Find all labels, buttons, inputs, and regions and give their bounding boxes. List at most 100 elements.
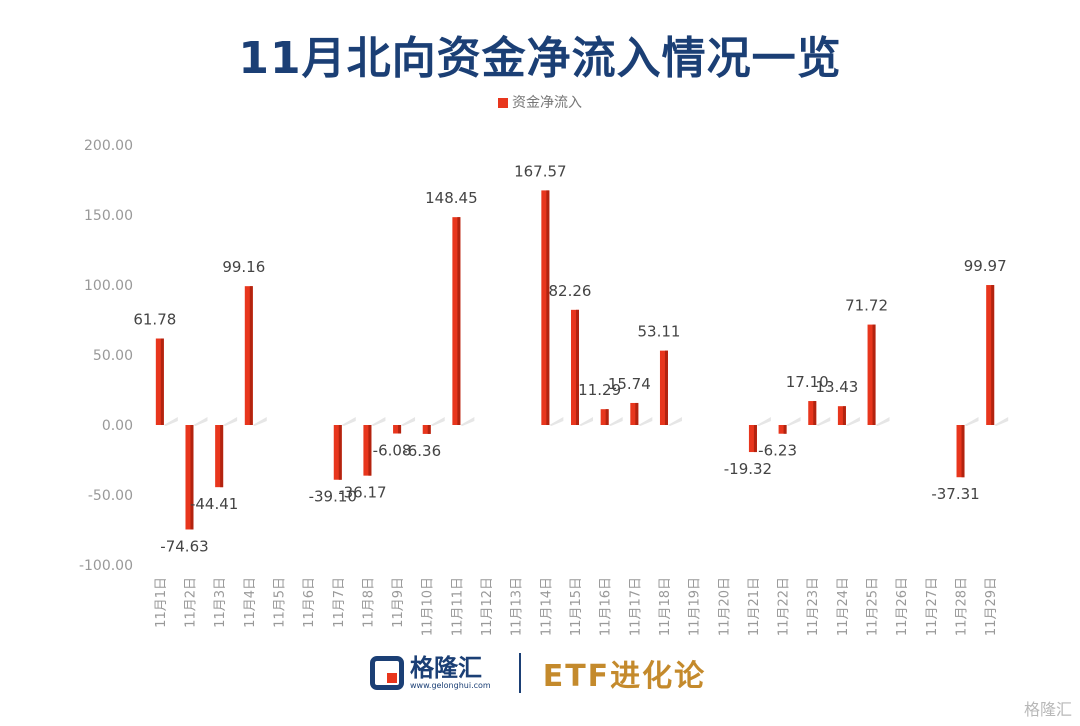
bar xyxy=(837,406,846,425)
bar-shadow xyxy=(430,417,445,426)
bar xyxy=(600,409,609,425)
x-tick-label: 11月5日 xyxy=(272,577,287,628)
data-label: 99.97 xyxy=(964,257,1007,275)
bar-shadow xyxy=(460,417,475,426)
bar-chart: 200.00 150.00 100.00 50.00 0.00 -50.00 -100.00… xyxy=(79,138,1009,636)
x-tick-label: 11月24日 xyxy=(836,577,851,636)
y-tick-label: 200.00 xyxy=(84,138,133,154)
bar-side xyxy=(753,425,757,453)
bar-side xyxy=(872,324,876,425)
bar-shadow xyxy=(638,417,653,426)
bar-shadow xyxy=(608,417,623,426)
bar-shadow xyxy=(252,417,267,426)
y-tick-label: -100.00 xyxy=(79,558,133,574)
bar-side xyxy=(249,286,253,425)
bar-side xyxy=(783,425,787,434)
bar-side xyxy=(398,425,402,434)
data-label: -6.23 xyxy=(758,442,797,460)
bar-shadow xyxy=(223,417,238,426)
chart-title: 11月北向资金净流入情况一览 xyxy=(238,33,842,84)
y-tick-label: 100.00 xyxy=(84,278,133,294)
x-tick-label: 11月14日 xyxy=(539,577,554,636)
bar xyxy=(363,425,372,476)
data-label: 148.45 xyxy=(425,189,478,207)
x-tick-label: 11月3日 xyxy=(213,577,228,628)
bar-side xyxy=(190,425,194,530)
bar xyxy=(808,401,817,425)
x-tick-label: 11月19日 xyxy=(688,577,703,636)
data-label: -44.41 xyxy=(190,495,238,513)
data-label: -19.32 xyxy=(724,460,772,478)
x-tick-label: 11月21日 xyxy=(747,577,762,636)
bar xyxy=(422,425,431,434)
bar-side xyxy=(664,350,668,425)
x-tick-label: 11月27日 xyxy=(925,577,940,636)
bar-shadow xyxy=(401,417,416,426)
bar-side xyxy=(991,285,995,425)
bar-shadow xyxy=(845,417,860,426)
x-tick-label: 11月26日 xyxy=(895,577,910,636)
y-tick-label: 150.00 xyxy=(84,208,133,224)
bar-shadow xyxy=(667,417,682,426)
x-tick-label: 11月25日 xyxy=(866,577,881,636)
bar-shadow xyxy=(163,417,178,426)
bar xyxy=(659,350,668,425)
data-label: 82.26 xyxy=(549,282,592,300)
x-tick-label: 11月16日 xyxy=(599,577,614,636)
bar-side xyxy=(576,309,579,425)
x-tick-label: 11月1日 xyxy=(154,577,169,628)
data-label: 71.72 xyxy=(845,297,888,315)
bar-shadow xyxy=(964,417,979,426)
data-label: -6.08 xyxy=(373,442,412,460)
logo-url: www.gelonghui.com xyxy=(410,681,491,690)
legend-label: 资金净流入 xyxy=(512,95,582,111)
data-label: 99.16 xyxy=(222,258,265,276)
bar xyxy=(333,425,342,480)
x-tick-label: 11月23日 xyxy=(806,577,821,636)
bar xyxy=(748,425,757,453)
bar xyxy=(778,425,787,434)
bar-shadow xyxy=(756,417,771,426)
x-tick-label: 11月6日 xyxy=(302,577,317,628)
bar xyxy=(215,425,224,488)
x-tick-label: 11月9日 xyxy=(391,577,406,628)
bar-shadow xyxy=(875,417,890,426)
data-label: 53.11 xyxy=(637,323,680,341)
x-tick-label: 11月10日 xyxy=(421,577,436,636)
bar-side xyxy=(457,217,461,425)
x-tick-label: 11月11日 xyxy=(450,577,465,636)
bar-shadow xyxy=(549,417,564,426)
bar-side xyxy=(813,401,817,425)
bar xyxy=(155,338,164,425)
x-tick-label: 11月4日 xyxy=(243,577,258,628)
data-label: -74.63 xyxy=(160,537,208,555)
footer-divider xyxy=(518,653,521,693)
data-label: 11.29 xyxy=(578,381,621,399)
y-tick-label: 0.00 xyxy=(102,418,133,434)
gelonghui-logo-icon xyxy=(370,656,404,690)
x-tick-label: 11月13日 xyxy=(510,577,525,636)
bar-shadow xyxy=(816,417,831,426)
bar xyxy=(244,286,253,425)
bar-side xyxy=(546,190,550,425)
logo-text: 格隆汇 www.gelonghui.com xyxy=(410,655,491,691)
bar-shadow xyxy=(371,417,386,426)
x-tick-label: 11月29日 xyxy=(984,577,999,636)
bar-shadow xyxy=(994,417,1009,426)
bar-side xyxy=(635,402,639,425)
bar-side xyxy=(338,425,342,480)
x-tick-label: 11月17日 xyxy=(628,577,643,636)
x-tick-label: 11月20日 xyxy=(717,577,732,636)
data-label: 13.43 xyxy=(815,378,858,396)
bar xyxy=(630,402,639,425)
x-tick-label: 11月2日 xyxy=(183,577,198,628)
legend-swatch xyxy=(498,98,508,108)
bar xyxy=(185,425,194,530)
data-label: -36.17 xyxy=(338,484,386,502)
x-tick-label: 11月12日 xyxy=(480,577,495,636)
logo-name: 格隆汇 xyxy=(410,654,482,682)
data-label: 61.78 xyxy=(133,311,176,329)
data-label: 15.74 xyxy=(608,375,651,393)
data-label: -6.36 xyxy=(402,442,441,460)
bar-side xyxy=(842,406,846,425)
